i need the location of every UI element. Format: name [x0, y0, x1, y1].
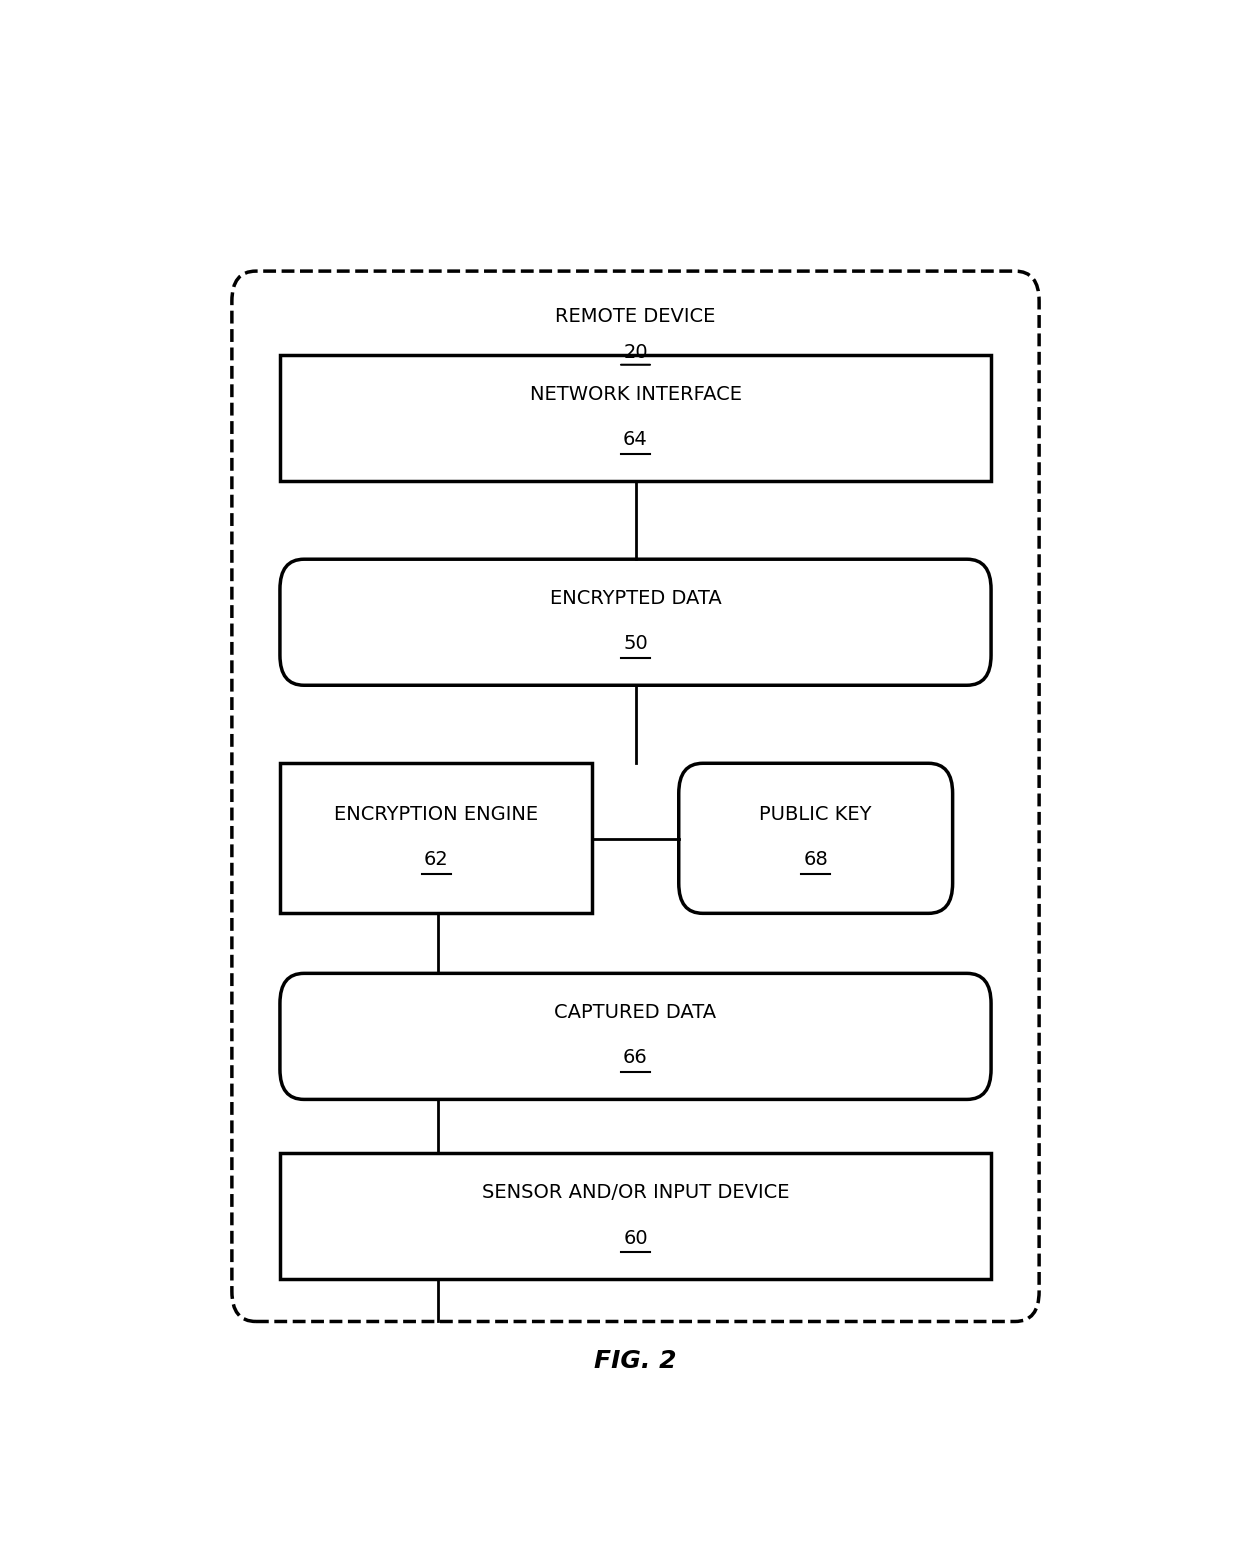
Text: SENSOR AND/OR INPUT DEVICE: SENSOR AND/OR INPUT DEVICE [482, 1183, 789, 1202]
FancyBboxPatch shape [678, 764, 952, 914]
Text: REMOTE DEVICE: REMOTE DEVICE [556, 307, 715, 326]
Text: ENCRYPTION ENGINE: ENCRYPTION ENGINE [334, 804, 538, 823]
Text: CAPTURED DATA: CAPTURED DATA [554, 1002, 717, 1021]
Text: 62: 62 [424, 850, 449, 870]
Text: ENCRYPTED DATA: ENCRYPTED DATA [549, 589, 722, 608]
Text: FIG. 2: FIG. 2 [594, 1349, 677, 1373]
Text: 20: 20 [624, 343, 647, 362]
FancyBboxPatch shape [280, 560, 991, 686]
Text: 64: 64 [624, 430, 647, 449]
FancyBboxPatch shape [280, 973, 991, 1099]
FancyBboxPatch shape [280, 355, 991, 482]
Text: 66: 66 [624, 1049, 647, 1068]
Text: 50: 50 [624, 635, 647, 653]
Text: 60: 60 [624, 1228, 647, 1247]
Text: 68: 68 [804, 850, 828, 870]
Text: NETWORK INTERFACE: NETWORK INTERFACE [529, 385, 742, 404]
FancyBboxPatch shape [280, 1154, 991, 1280]
FancyBboxPatch shape [280, 764, 593, 914]
Text: PUBLIC KEY: PUBLIC KEY [759, 804, 872, 823]
